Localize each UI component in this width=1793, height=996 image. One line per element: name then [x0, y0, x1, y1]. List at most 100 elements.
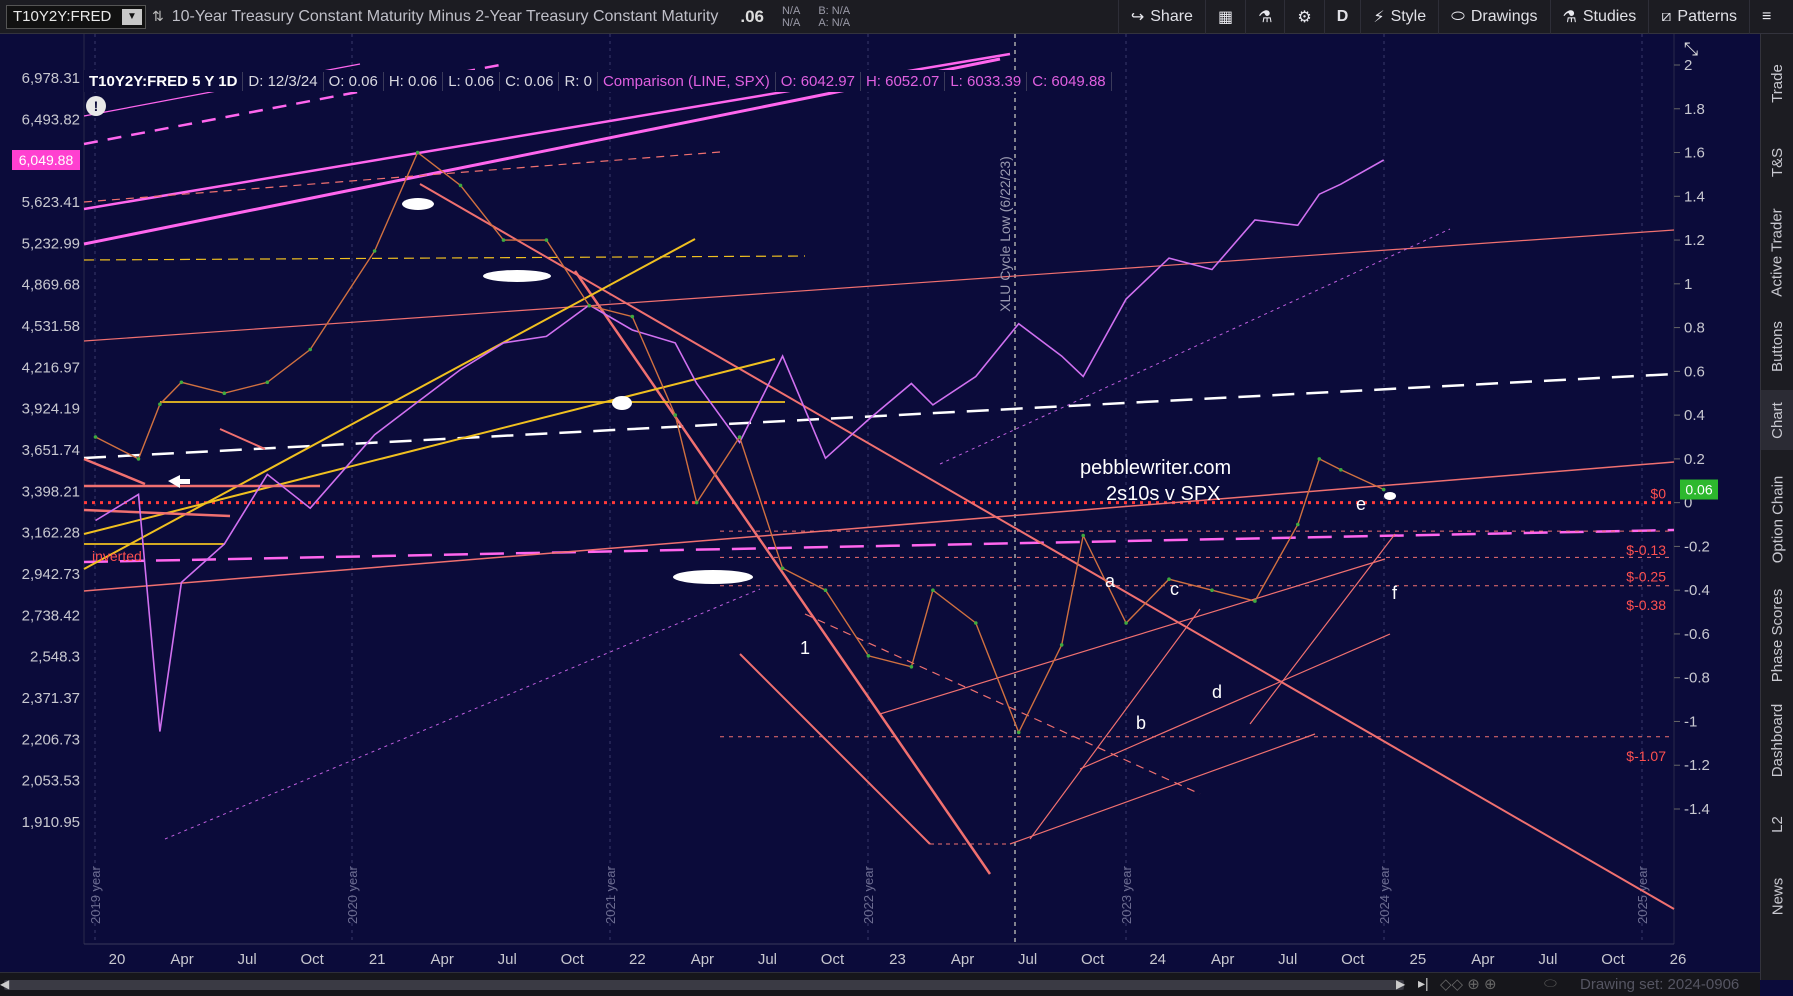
side-tab-label: L2 [1769, 815, 1786, 833]
left-axis-tick: 5,623.41 [22, 194, 80, 211]
menu-icon: ≡ [1762, 8, 1772, 25]
left-axis-tick: 3,651.74 [22, 442, 80, 459]
red-trend-line [83, 461, 1675, 592]
side-tab-label: T&S [1769, 147, 1786, 177]
studies-button[interactable]: ⚗ Studies [1549, 0, 1649, 34]
spread-current-badge [1680, 479, 1718, 500]
highlight-ellipse [673, 570, 753, 584]
spread-point [1081, 533, 1085, 538]
grid-button[interactable]: ▦ [1204, 0, 1245, 34]
year-marker-label: 2019 year [88, 866, 103, 924]
alert-icon[interactable]: ! [86, 96, 106, 116]
left-axis-tick: 2,053.53 [22, 773, 80, 790]
scroll-left-icon[interactable]: ◀ [0, 977, 10, 991]
x-axis-tick: Jul [1278, 951, 1297, 968]
spread-point [308, 347, 313, 352]
year-marker-label: 2025 year [1635, 866, 1650, 924]
right-axis-tick: -0.2 [1684, 538, 1710, 555]
red-channel-line [879, 558, 1386, 715]
scroll-thumb[interactable] [4, 980, 1404, 990]
purple-dotted-line [164, 588, 761, 840]
side-tab-trade[interactable]: Trade [1761, 48, 1793, 118]
left-axis-tick: 3,162.28 [22, 525, 80, 542]
year-marker-label: 2024 year [1377, 866, 1392, 924]
right-axis-tick: 1.8 [1684, 101, 1705, 118]
red-downtrend-line [573, 270, 992, 875]
left-axis-tick: 3,398.21 [22, 483, 80, 500]
spread-point [630, 314, 635, 319]
spx-current-badge [12, 150, 80, 171]
grid-icon: ▦ [1217, 9, 1234, 26]
spread-point [673, 413, 677, 417]
spread-point [1296, 522, 1300, 527]
magenta-dashed-line [83, 528, 1675, 564]
x-axis-tick: 26 [1670, 951, 1687, 968]
highlight-ellipse [402, 198, 434, 210]
right-axis-tick: 1 [1684, 276, 1692, 293]
x-axis-tick: 24 [1149, 951, 1166, 968]
drawings-button[interactable]: ⬭ Drawings [1438, 0, 1549, 34]
x-axis-tick: 23 [889, 951, 906, 968]
bottom-bar: ◀ ▶ ▸| ◇◇ ⊕ ⊕ ⬭ Drawing set: 2024-0906 [0, 972, 1760, 996]
red-trend-line [219, 428, 266, 450]
info-comparison: Comparison (LINE, SPX) [598, 71, 776, 91]
chart-panel[interactable]: 2019 year 2020 year 2021 year 2022 year 2023… [0, 34, 1760, 980]
scroll-right-icon[interactable]: ▶ [1396, 977, 1406, 991]
year-marker-label: 2021 year [603, 866, 618, 924]
left-axis-tick: 2,206.73 [22, 731, 80, 748]
style-button[interactable]: ⚡ Style [1360, 0, 1438, 34]
left-axis-tick: 1,910.95 [22, 814, 80, 831]
spread-point [1016, 730, 1021, 735]
net-change-pct: N/A [781, 16, 801, 29]
drawing-set-icon[interactable]: ⬭ [1544, 975, 1557, 992]
share-label: Share [1150, 8, 1193, 25]
side-tab-chart[interactable]: Chart [1761, 390, 1793, 450]
period-button[interactable]: D [1323, 0, 1361, 34]
spread-point [372, 249, 377, 253]
symbol-selector[interactable]: T10Y2Y:FRED ▼ [6, 4, 146, 29]
side-tab-buttons[interactable]: Buttons [1761, 316, 1793, 376]
left-axis-tick: 4,531.58 [22, 318, 80, 335]
highlight-ellipse [483, 270, 551, 282]
menu-button[interactable]: ≡ [1749, 0, 1793, 34]
link-icon[interactable]: ⇅ [152, 8, 164, 24]
side-tab-t-s[interactable]: T&S [1761, 134, 1793, 190]
patterns-button[interactable]: ⧄ Patterns [1648, 0, 1749, 34]
side-tab-news[interactable]: News [1761, 858, 1793, 934]
spread-point [501, 238, 506, 242]
spread-point [1381, 487, 1386, 492]
side-tab-active-trader[interactable]: Active Trader [1761, 202, 1793, 302]
chart-info-bar: T10Y2Y:FRED 5 Y 1D D: 12/3/24 O: 0.06 H:… [84, 70, 1112, 92]
x-axis-tick: Apr [1471, 951, 1494, 968]
x-axis-tick: Apr [951, 951, 974, 968]
share-button[interactable]: ↪ Share [1117, 0, 1205, 34]
style-icon: ⚡ [1373, 9, 1385, 26]
side-tab-phase-scores[interactable]: Phase Scores [1761, 588, 1793, 681]
red-downtrend-line [419, 183, 1675, 910]
red-channel-line [1079, 633, 1391, 770]
wave-label-b: b [1136, 713, 1146, 733]
chevron-down-icon[interactable]: ▼ [122, 8, 142, 25]
x-axis-tick: Apr [691, 951, 714, 968]
spread-current-value: 0.06 [1685, 482, 1712, 498]
left-axis-tick: 4,869.68 [22, 277, 80, 294]
expand-icon[interactable]: ⤡ [1683, 39, 1699, 59]
purple-dotted-line [939, 228, 1451, 465]
spread-point [179, 380, 184, 385]
scroll-end-icon[interactable]: ▸| [1418, 975, 1429, 991]
spread-point [694, 500, 699, 505]
info-c-low: L: 6033.39 [945, 71, 1028, 91]
red-channel-line [1029, 608, 1201, 840]
side-tab-l2[interactable]: L2 [1761, 800, 1793, 848]
zoom-controls-icon[interactable]: ◇◇ ⊕ ⊕ [1440, 976, 1497, 993]
lab-button[interactable]: ⚗ [1245, 0, 1284, 34]
drawings-label: Drawings [1470, 8, 1538, 25]
side-tab-dashboard[interactable]: Dashboard [1761, 694, 1793, 786]
chart-canvas[interactable]: 2019 year 2020 year 2021 year 2022 year 2023… [0, 34, 1760, 980]
studies-label: Studies [1582, 8, 1637, 25]
x-axis-tick: Oct [821, 951, 845, 968]
right-axis-tick: -1.4 [1684, 801, 1710, 818]
side-tab-option-chain[interactable]: Option Chain [1761, 464, 1793, 574]
top-toolbar: T10Y2Y:FRED ▼ ⇅ 10-Year Treasury Constan… [0, 0, 1793, 34]
settings-button[interactable]: ⚙ [1284, 0, 1323, 34]
